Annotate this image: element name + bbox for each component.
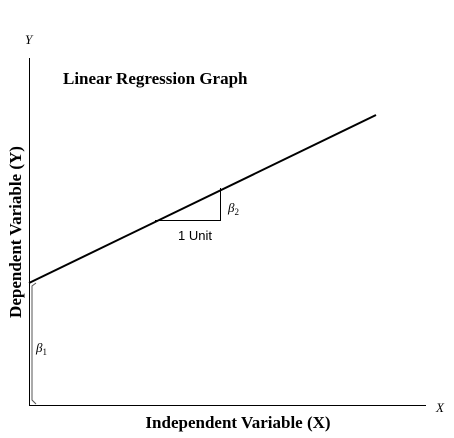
diagram-title: Linear Regression Graph xyxy=(63,69,248,88)
unit-label: 1 Unit xyxy=(178,228,212,243)
slope-subscript: 2 xyxy=(234,207,239,217)
x-axis-letter: X xyxy=(435,400,445,415)
x-axis-title: Independent Variable (X) xyxy=(145,413,330,432)
intercept-bracket xyxy=(31,282,37,405)
regression-line xyxy=(28,114,377,284)
intercept-subscript: 1 xyxy=(42,347,47,357)
slope-label: β2 xyxy=(227,200,239,217)
y-axis-title: Dependent Variable (Y) xyxy=(6,146,25,318)
intercept-symbol: β xyxy=(35,340,43,355)
y-axis-letter: Y xyxy=(25,32,34,47)
slope-symbol: β xyxy=(227,200,235,215)
intercept-label: β1 xyxy=(35,340,47,357)
